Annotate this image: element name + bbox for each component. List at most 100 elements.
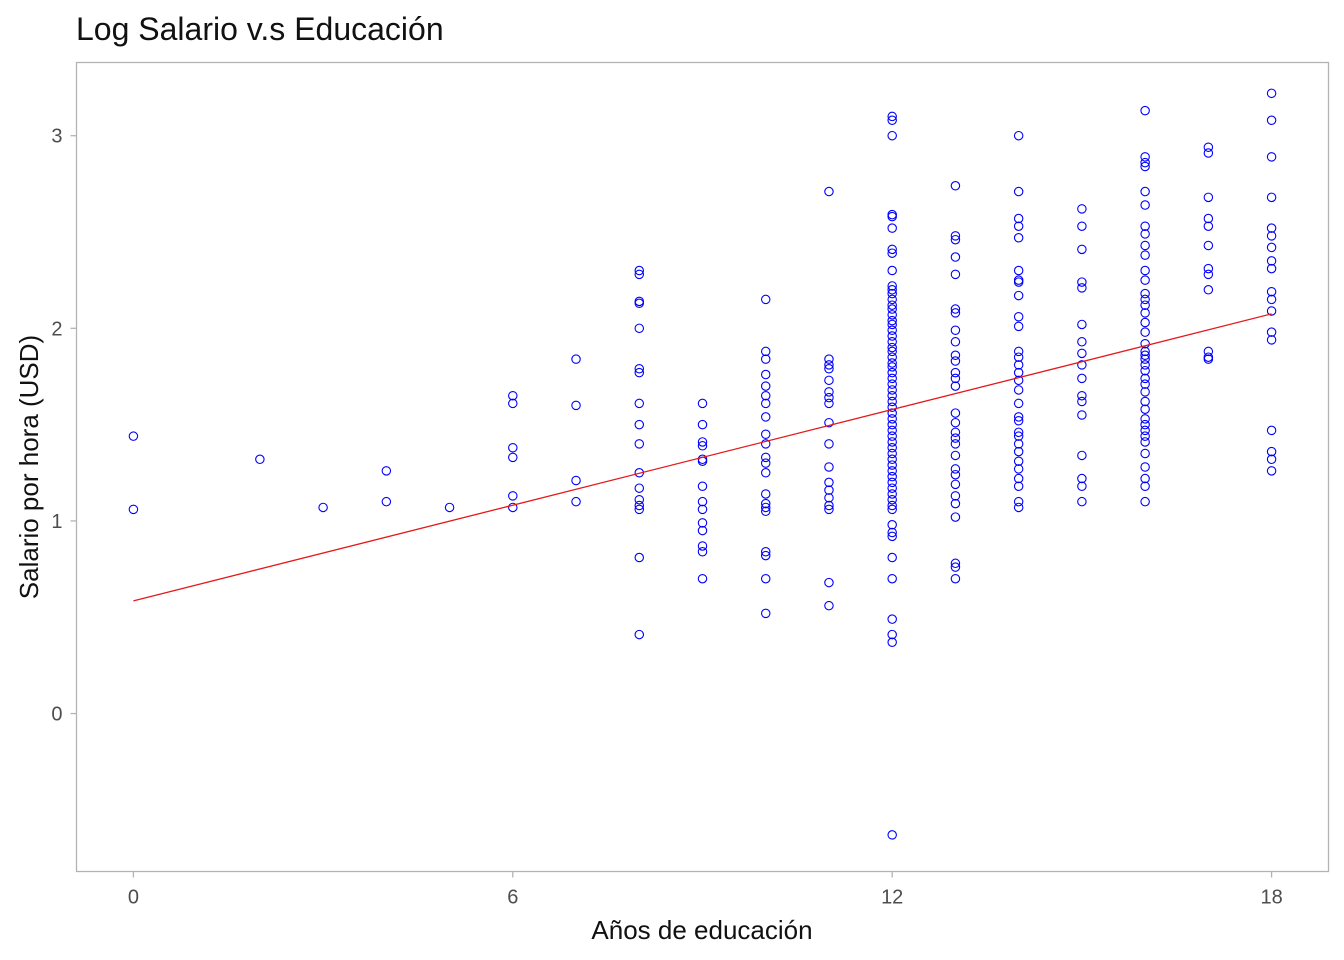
data-point — [887, 130, 897, 141]
data-point — [1203, 240, 1214, 251]
data-point — [1140, 431, 1150, 441]
y-tick-label: 2 — [51, 318, 62, 340]
data-point — [1140, 414, 1150, 424]
y-axis-title: Salario por hora (USD) — [14, 335, 44, 599]
data-point — [760, 381, 771, 391]
data-point — [1266, 466, 1277, 476]
data-point — [634, 629, 645, 640]
data-point — [1140, 419, 1150, 430]
data-point — [1203, 213, 1214, 224]
data-point — [887, 244, 897, 255]
data-point — [887, 300, 897, 310]
data-point — [887, 402, 897, 413]
data-point — [1140, 105, 1150, 116]
data-point — [1140, 473, 1150, 484]
y-tick-label: 3 — [51, 126, 62, 148]
data-point — [1013, 233, 1024, 243]
data-point — [1140, 317, 1150, 328]
data-point — [1077, 450, 1087, 461]
data-point — [887, 425, 897, 436]
data-point — [760, 489, 771, 499]
data-point — [950, 181, 961, 191]
data-point — [1266, 306, 1277, 316]
data-point — [1013, 456, 1024, 466]
data-point — [1266, 256, 1277, 266]
data-point — [887, 489, 897, 499]
data-point — [1140, 294, 1150, 305]
data-point — [1013, 464, 1024, 474]
data-point — [634, 398, 645, 409]
data-point — [1013, 265, 1024, 276]
data-point — [697, 481, 708, 492]
data-point — [1013, 473, 1024, 484]
data-point — [1140, 240, 1150, 251]
data-point — [887, 337, 897, 347]
data-point — [950, 252, 961, 262]
data-point — [1140, 462, 1150, 472]
data-point — [1203, 148, 1214, 158]
data-point — [1140, 157, 1150, 168]
data-point — [950, 439, 961, 449]
data-point — [950, 512, 961, 522]
data-point — [887, 111, 897, 122]
data-point — [1140, 152, 1150, 162]
data-point — [824, 500, 834, 511]
data-point — [950, 373, 961, 384]
data-point — [950, 491, 961, 501]
data-point — [1203, 354, 1214, 364]
data-point — [1140, 250, 1150, 260]
data-point — [887, 358, 897, 368]
data-point — [760, 412, 771, 422]
data-point — [760, 608, 771, 619]
data-point — [887, 331, 897, 341]
data-point — [887, 209, 897, 220]
data-point — [1013, 367, 1024, 378]
data-point — [887, 288, 897, 299]
data-point — [824, 577, 834, 588]
data-point — [1140, 300, 1150, 310]
data-point — [887, 431, 897, 441]
data-point — [1266, 263, 1277, 274]
data-point — [1140, 373, 1150, 384]
data-point — [1013, 481, 1024, 492]
data-point — [1140, 161, 1150, 172]
data-point — [1077, 390, 1087, 401]
data-point — [634, 367, 645, 378]
data-point — [571, 400, 581, 411]
data-point — [381, 496, 392, 507]
data-point — [1013, 346, 1024, 357]
data-point — [1013, 275, 1024, 285]
data-point — [1013, 385, 1024, 395]
data-point — [824, 354, 834, 364]
data-point — [950, 573, 961, 584]
data-point — [128, 504, 139, 515]
x-axis-title: Años de educación — [591, 915, 812, 945]
data-point — [887, 211, 897, 222]
fit-line-group — [133, 313, 1272, 602]
data-point — [887, 454, 897, 465]
data-point — [1140, 265, 1150, 276]
data-point — [1140, 496, 1150, 507]
data-point — [824, 439, 834, 449]
data-point — [1266, 327, 1277, 337]
data-point — [887, 520, 897, 530]
data-point — [1203, 192, 1214, 203]
data-point — [887, 362, 897, 372]
data-point — [824, 417, 834, 428]
data-point — [887, 437, 897, 447]
data-point — [1013, 446, 1024, 457]
data-point — [950, 367, 961, 378]
data-point — [255, 454, 265, 465]
data-point — [887, 265, 897, 276]
data-point — [634, 296, 645, 307]
data-point — [1140, 350, 1150, 361]
data-point — [1013, 312, 1024, 322]
data-point — [887, 352, 897, 362]
data-point — [1077, 396, 1087, 407]
data-point — [887, 385, 897, 395]
data-point — [824, 600, 834, 611]
data-point — [1266, 242, 1277, 253]
y-axis: 0 1 2 3 — [51, 126, 77, 726]
data-point — [1203, 221, 1214, 231]
data-point — [887, 460, 897, 470]
